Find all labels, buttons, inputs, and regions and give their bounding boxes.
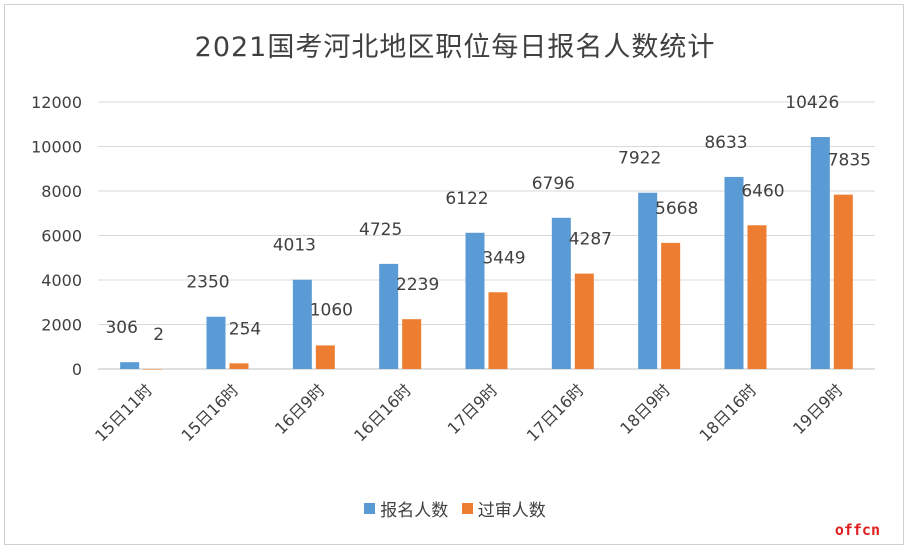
data-label-series-2: 4287 xyxy=(569,230,612,250)
y-tick-label: 10000 xyxy=(31,138,82,157)
chart-title: 2021国考河北地区职位每日报名人数统计 xyxy=(194,32,716,63)
data-label-series-2: 5668 xyxy=(655,199,698,219)
data-label-series-2: 254 xyxy=(229,319,261,339)
bar-series-2 xyxy=(661,242,681,369)
x-tick-label: 16日16时 xyxy=(350,380,415,445)
bar-series-2 xyxy=(574,273,594,369)
data-labels: 306 2 2350 254 4013 1060 4725 2239 6122 3449 6796 4… xyxy=(105,93,871,345)
y-tick-label: 4000 xyxy=(41,271,82,290)
bar-series-1 xyxy=(724,176,744,369)
watermark-logo: offcn xyxy=(834,521,880,539)
bar-series-1 xyxy=(465,232,485,369)
legend-swatch-series-1 xyxy=(364,503,376,514)
bar-series-1 xyxy=(120,362,140,369)
x-axis: 15日11时 15日16时 16日9时 16日16时 17日9时 17日16时 18日9时 1… xyxy=(91,380,847,445)
data-label-series-1: 4013 xyxy=(273,236,316,256)
data-label-series-1: 4725 xyxy=(359,220,402,240)
data-label-series-1: 6796 xyxy=(532,174,575,194)
legend-label-series-2: 过审人数 xyxy=(477,501,546,521)
y-tick-label: 8000 xyxy=(41,182,82,201)
legend-item-series-2: 过审人数 xyxy=(461,496,546,521)
legend-label-series-1: 报名人数 xyxy=(380,501,449,521)
y-tick-label: 2000 xyxy=(41,316,82,335)
data-label-series-1: 10426 xyxy=(785,93,839,113)
y-tick-label: 0 xyxy=(72,360,82,379)
data-label-series-2: 1060 xyxy=(310,301,353,321)
x-tick-label: 15日16时 xyxy=(177,380,242,445)
legend: 报名人数 过审人数 xyxy=(0,496,910,521)
data-label-series-1: 6122 xyxy=(445,189,488,209)
data-label-series-1: 306 xyxy=(105,318,137,338)
data-label-series-1: 8633 xyxy=(704,133,747,153)
bar-series-2 xyxy=(143,368,163,370)
legend-item-series-1: 报名人数 xyxy=(364,496,448,521)
data-label-series-2: 3449 xyxy=(482,248,525,268)
data-label-series-1: 7922 xyxy=(618,149,661,169)
data-label-series-2: 2239 xyxy=(396,275,439,295)
bar-series-2 xyxy=(229,363,249,369)
bar-series-2 xyxy=(833,194,853,369)
x-tick-label: 17日9时 xyxy=(444,380,502,438)
y-tick-label: 12000 xyxy=(31,93,82,112)
x-tick-label: 15日11时 xyxy=(91,380,156,445)
data-label-series-2: 6460 xyxy=(741,181,784,201)
data-label-series-2: 7835 xyxy=(828,151,871,171)
bar-series-1 xyxy=(551,217,571,369)
x-tick-label: 18日9时 xyxy=(616,380,674,438)
bar-series-1 xyxy=(379,263,399,369)
bar-series-2 xyxy=(747,225,767,369)
gridlines xyxy=(98,101,875,370)
bar-series-1 xyxy=(638,192,658,369)
data-label-series-2: 2 xyxy=(153,325,164,345)
bars xyxy=(120,137,853,370)
bar-series-2 xyxy=(488,292,508,369)
bar-series-1 xyxy=(292,279,312,369)
x-tick-label: 17日16时 xyxy=(523,380,588,445)
y-axis: 0 2000 4000 6000 8000 10000 12000 xyxy=(31,93,82,379)
y-tick-label: 6000 xyxy=(41,227,82,246)
data-label-series-1: 2350 xyxy=(186,273,229,293)
bar-series-2 xyxy=(402,319,422,369)
bar-series-1 xyxy=(206,316,226,369)
bar-series-1 xyxy=(810,137,830,369)
x-tick-label: 16日9时 xyxy=(271,380,329,438)
legend-swatch-series-2 xyxy=(461,503,473,514)
x-tick-label: 19日9时 xyxy=(789,380,847,438)
bar-series-2 xyxy=(315,345,335,369)
x-tick-label: 18日16时 xyxy=(695,380,760,445)
